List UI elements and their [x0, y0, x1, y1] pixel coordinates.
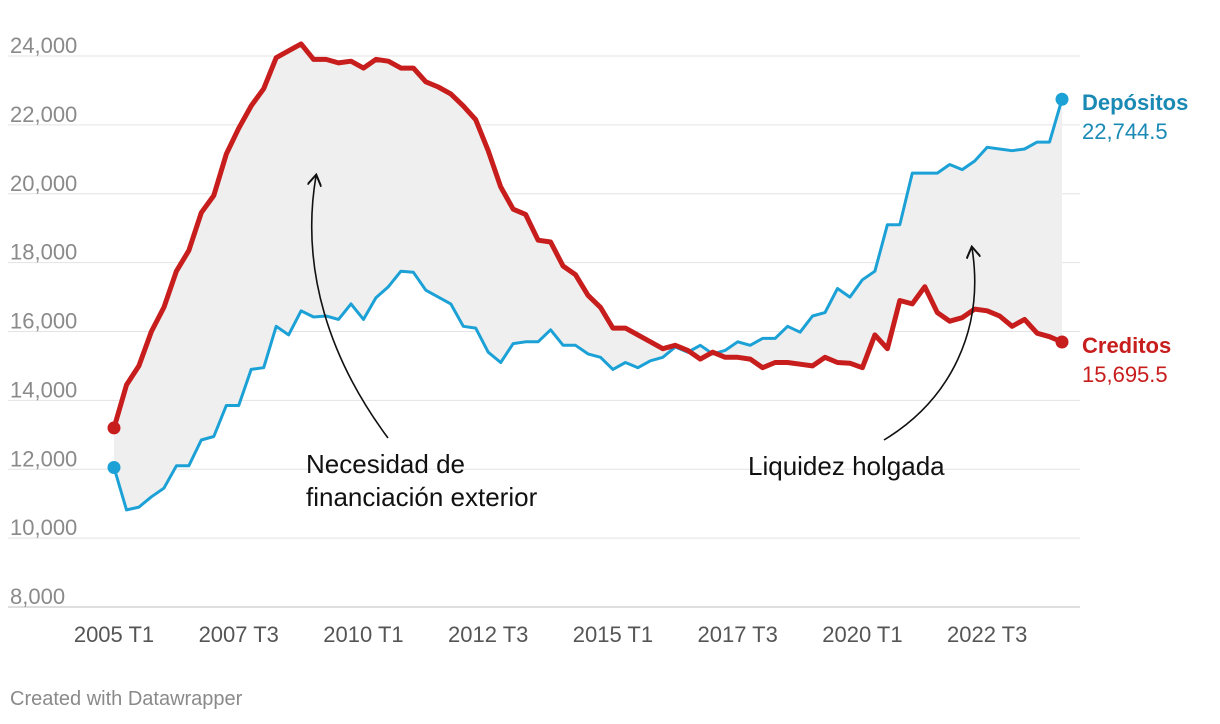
y-tick-label: 10,000 — [10, 515, 77, 540]
x-tick-label: 2017 T3 — [698, 622, 778, 647]
y-tick-label: 16,000 — [10, 309, 77, 334]
annotation-arrow — [312, 176, 389, 439]
series-line-depositos — [112, 97, 1064, 512]
gap-fill-area — [114, 43, 1062, 510]
series-name-label: Depósitos — [1082, 90, 1188, 115]
x-tick-label: 2012 T3 — [448, 622, 528, 647]
series-line-creditos — [111, 41, 1065, 431]
annotation-text: Liquidez holgada — [748, 451, 945, 481]
series-end-labels: Depósitos 22,744.5 Creditos 15,695.5 — [1082, 90, 1188, 387]
y-axis: 8,000 10,000 12,000 14,000 16,000 18,000 20,00… — [10, 33, 77, 609]
x-tick-label: 2022 T3 — [947, 622, 1027, 647]
x-tick-label: 2015 T1 — [573, 622, 653, 647]
y-tick-label: 18,000 — [10, 240, 77, 265]
x-tick-label: 2005 T1 — [74, 622, 154, 647]
series-value-label: 15,695.5 — [1082, 362, 1168, 387]
series-name-label: Creditos — [1082, 333, 1171, 358]
y-tick-label: 20,000 — [10, 171, 77, 196]
x-tick-label: 2010 T1 — [323, 622, 403, 647]
footer-credit: Created with Datawrapper — [10, 688, 243, 710]
series-start-dot — [107, 461, 121, 475]
annotation-text: Necesidad de — [306, 449, 465, 479]
x-axis: 2005 T1 2007 T3 2010 T1 2012 T3 2015 T1 2017 … — [74, 622, 1028, 647]
annotation-arrow — [883, 248, 975, 441]
y-tick-label: 12,000 — [10, 446, 77, 471]
annotation-text: financiación exterior — [306, 482, 538, 512]
y-tick-label: 8,000 — [10, 584, 65, 609]
x-tick-label: 2007 T3 — [199, 622, 279, 647]
y-tick-label: 24,000 — [10, 33, 77, 58]
series-value-label: 22,744.5 — [1082, 119, 1168, 144]
y-tick-label: 14,000 — [10, 377, 77, 402]
series-start-dot — [107, 421, 121, 435]
series-end-dot — [1055, 92, 1069, 106]
series-lines — [107, 41, 1069, 512]
series-end-dot — [1055, 335, 1069, 349]
y-tick-label: 22,000 — [10, 102, 77, 127]
x-tick-label: 2020 T1 — [822, 622, 902, 647]
